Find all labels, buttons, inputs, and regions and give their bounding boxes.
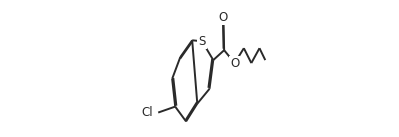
Text: Cl: Cl — [141, 106, 153, 119]
Text: S: S — [198, 35, 206, 48]
Text: O: O — [219, 11, 228, 24]
Text: O: O — [230, 57, 239, 70]
